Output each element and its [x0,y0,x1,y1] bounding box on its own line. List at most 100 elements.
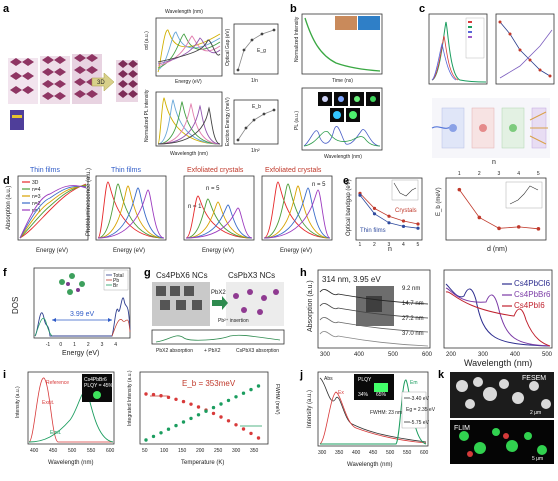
panel-f-tick-2: 0 [59,342,62,348]
panel-i-green-point-5 [174,423,178,428]
panel-d-plot2-curve-4 [97,187,165,239]
panel-i-green-point-15 [249,387,253,392]
panel-d-legend-label-3: n=3 [32,194,41,200]
panel-i-red-point-10 [211,411,216,416]
panel-j-ylabel: Intensity (a.u.) [307,390,313,428]
panel-g-label: g [144,267,151,279]
panel-i-integrated-intensity [144,392,261,440]
panel-i-label: i [3,369,6,381]
panel-d-plot3-curve-1 [185,195,253,239]
panel-a-mid-xlabel: Energy (eV) [175,79,202,85]
panel-d-ylabel-pl: Photoluminescence (a.u.) [86,168,92,236]
panel-a-right-bottom-legend: E_b [252,104,261,110]
panel-d: d Absorption (a.u.) Energy (eV) 3Dn=4n=3… [3,167,333,254]
panel-j-peak-ex: Ex [338,390,344,396]
panel-d-plot3-curve-5 [185,207,253,239]
panel-h-right-curve-1 [445,283,551,347]
panel-d-xlabel-2: Energy (eV) [113,248,145,254]
panel-e-ylabel-right: E_b (meV) [436,187,442,216]
panel-j-tick-7: 600 [420,450,429,456]
panel-i-xlabel-left: Wavelength (nm) [48,460,93,466]
panel-e-left-point-2-4 [401,224,406,228]
panel-i-green-point-10 [211,405,216,410]
panel-i-green-point-13 [234,395,238,399]
panel-j-ticks: 300 350 400 450 500 550 600 [318,450,429,456]
panel-i-right-plot: Integrated Intensity (a.u.) FWHM (meV) T… [127,370,280,466]
panel-i-green-point-7 [189,416,193,421]
panel-j-band-bottom: -5.75 eV [410,420,430,426]
panel-j-fwhm: FWHM: 23 nm [370,410,402,416]
panel-g-insert-label: Pb²⁺ insertion [218,318,249,324]
panel-i-ylabel: Intensity (a.u.) [15,386,21,418]
panel-e-left-tick-1: 1 [359,242,362,248]
panel-i-red-point-12 [226,419,231,423]
panel-h-right-ticks: 200 300 400 500 [446,352,553,358]
panel-i-right-tick-7: 350 [250,448,259,454]
panel-i-right-tick-2: 100 [160,448,169,454]
panel-d-plot3-curve-2 [185,198,253,239]
panel-h-right-tick-2: 300 [478,352,489,358]
panel-a-pl-curve-4 [157,102,221,145]
panel-f-tick-3: 1 [73,342,76,348]
panel-d-plot2-curve-1 [97,181,165,239]
panel-h-size-label-3: 27.2 nm [402,316,424,322]
panel-d-annotation-n5-b: n = 5 [312,182,326,188]
panel-h-right-legend-label-2: Cs4PbBr6 [514,290,551,299]
panel-k-scale-bottom: 5 μm [532,456,543,462]
panel-e-top-tick-3: 3 [498,171,501,177]
panel-j-plqy-34: 34% [358,392,369,398]
panel-i-legend-reference: Reference [46,380,69,386]
panel-e-left-tick-5: 5 [417,242,420,248]
panel-d-subtitle-1: Thin films [30,167,60,174]
panel-d-plot-2: Thin films Photoluminescence (a.u.) Ener… [86,167,167,254]
panel-i-ylabel-right-left: Integrated Intensity (a.u.) [127,370,133,426]
panel-i-excit-label: Excit. [42,400,54,406]
panel-a-absorption-plot: Wavelength (nm) αd (a.u.) Energy (eV) [144,9,223,85]
panel-d-legend-label-1: 3D [32,180,39,186]
panel-d-subtitle-2: Thin films [111,167,141,174]
panel-d-ylabel-left: Absorption (a.u.) [6,186,12,230]
panel-a-pl-curves [157,97,221,145]
panel-b-pl-plot: PL (a.u.) Wavelength (nm) [294,87,383,160]
panel-h-label: h [300,267,307,279]
panel-f-legend-total: Total [113,273,124,279]
panel-g-title-left: Cs4PbX6 NCs [156,271,208,280]
panel-d-plot1-curve-4 [19,185,87,239]
panel-f-tick-1: -1 [46,342,51,348]
panel-e-legend-thin-films: Thin films [360,228,386,234]
panel-c-spectra-plot [428,13,488,85]
panel-e: e Optical bandgap (eV) n Crystals Thin f… [343,159,547,253]
panel-a-right-bottom-xlabel: 1/n² [251,148,260,154]
panel-b-top-ylabel: Normalized Intensity [294,16,300,62]
panel-h-annotation: 314 nm, 3.95 eV [322,275,381,284]
panel-i-left-tick-4: 550 [87,448,96,454]
panel-i-red-point-6 [181,399,186,404]
panel-h-left-curves [319,289,429,347]
panel-i-green-point-3 [159,431,163,435]
panel-i-green-point-4 [166,427,171,431]
panel-i-right-tick-1: 50 [142,448,148,454]
panel-d-plot2-curve-2 [97,183,165,239]
panel-e-left-tick-4: 4 [402,242,405,248]
panel-h-right-curves [445,283,551,347]
panel-i-plqy-label: PLQY = 45% [84,383,114,389]
panel-i-left-tick-3: 500 [68,448,77,454]
panel-h-left-plot: Absorption (a.u.) 314 nm, 3.95 eV 9.2 nm… [307,269,433,358]
panel-e-xlabel-right: d (nm) [487,246,507,253]
panel-e-left-point-2-2 [372,212,377,216]
panel-i-red-point-4 [166,395,171,400]
panel-i-red-point-14 [241,427,246,431]
panel-i-red-point-7 [189,402,193,406]
panel-e-left-point-2-3 [387,221,391,225]
panel-h-size-label-2: 14.7 nm [402,301,424,307]
panel-d-plot1-curve-2 [19,184,87,239]
panel-e-top-tick-1: 1 [458,171,461,177]
panel-i-green-point-11 [219,402,223,406]
panel-e-top-tick-4: 4 [517,171,520,177]
panel-b-label: b [290,3,297,15]
panel-i-red-point-3 [159,394,163,398]
panel-c: c [419,3,555,158]
panel-d-plot4-curve-1 [263,181,331,239]
panel-h-right-tick-1: 200 [446,352,457,358]
panel-d-label: d [3,175,10,187]
